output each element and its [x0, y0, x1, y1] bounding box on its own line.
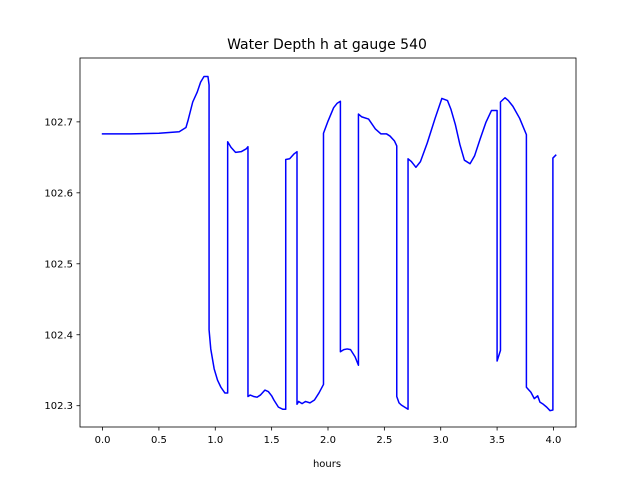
- plot-area: 0.0 0.5 1.0 1.5 2.0 2.5 3.0 3.5 4.0 102.3 102.4 102…: [44, 57, 577, 446]
- x-tick-label: 2.5: [376, 435, 392, 446]
- y-tick-label: 102.7: [44, 117, 73, 128]
- x-tick-label: 0.0: [95, 435, 111, 446]
- x-tick-label: 3.0: [433, 435, 449, 446]
- x-tick-label: 2.0: [320, 435, 336, 446]
- x-axis-label: hours: [313, 459, 341, 470]
- x-tick-label: 1.5: [264, 435, 280, 446]
- y-tick-label: 102.5: [44, 259, 73, 270]
- chart-title: Water Depth h at gauge 540: [227, 37, 427, 53]
- x-tick-label: 1.0: [207, 435, 223, 446]
- y-tick-label: 102.3: [44, 401, 73, 412]
- y-tick-label: 102.6: [44, 188, 73, 199]
- x-tick-label: 4.0: [546, 435, 562, 446]
- series-line-0: [101, 75, 557, 412]
- x-tick-label: 3.5: [489, 435, 505, 446]
- x-tick-label: 0.5: [151, 435, 167, 446]
- y-tick-label: 102.4: [44, 330, 73, 341]
